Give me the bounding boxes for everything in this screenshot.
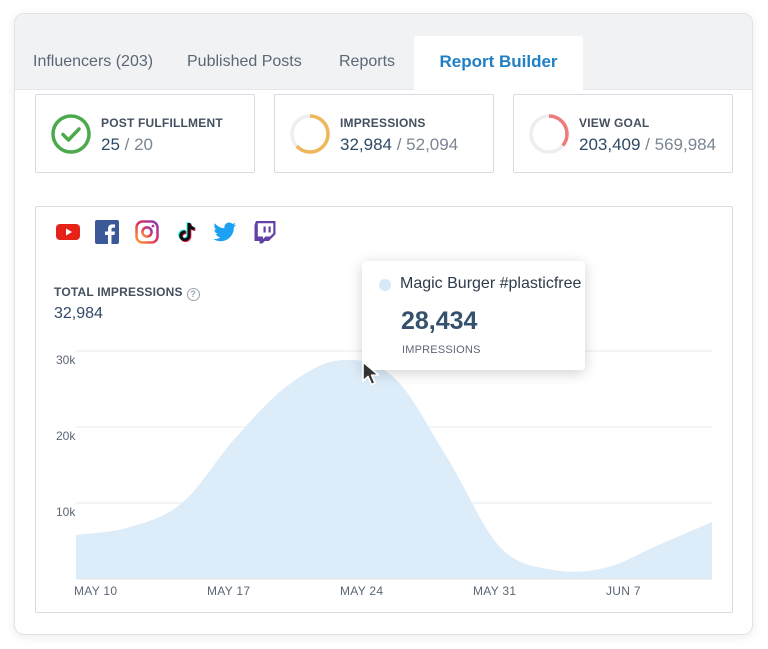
tooltip-value: 28,434 — [401, 307, 478, 335]
stat-value: 25 / 20 — [101, 135, 154, 154]
facebook-icon[interactable] — [95, 220, 119, 244]
tooltip-unit: IMPRESSIONS — [402, 344, 481, 356]
impressions-area-chart: 30k 20k 10k MAY 10 MAY 17 MAY 24 MAY 31 JUN 7 — [56, 350, 712, 598]
help-icon[interactable]: ? — [186, 288, 200, 301]
stat-view-goal: VIEW GOAL 203,409 / 569,984 — [513, 94, 733, 173]
progress-ring-icon — [529, 114, 569, 154]
stat-impressions: IMPRESSIONS 32,984 / 52,094 — [274, 94, 494, 173]
y-tick-label: 20k — [56, 429, 76, 443]
y-tick-label: 30k — [56, 353, 76, 367]
instagram-icon[interactable] — [135, 220, 159, 244]
x-tick-label: MAY 17 — [207, 584, 250, 598]
stat-label: POST FULFILLMENT — [101, 116, 223, 130]
y-tick-label: 10k — [56, 505, 76, 519]
tab-report-builder[interactable]: Report Builder — [414, 36, 583, 91]
tooltip-series-name: Magic Burger #plasticfree — [400, 275, 582, 292]
stat-value: 32,984 / 52,094 — [340, 135, 459, 154]
tiktok-icon[interactable] — [174, 220, 198, 244]
stat-value: 203,409 / 569,984 — [579, 135, 717, 154]
twitter-icon[interactable] — [213, 220, 237, 244]
mouse-cursor-icon — [362, 361, 380, 386]
check-circle-icon — [51, 114, 91, 154]
total-impressions-value: 32,984 — [54, 305, 103, 322]
tab-reports[interactable]: Reports — [339, 53, 396, 70]
stat-post-fulfillment: POST FULFILLMENT 25 / 20 — [35, 94, 255, 173]
tab-influencers[interactable]: Influencers (203) — [33, 53, 154, 70]
progress-ring-icon — [290, 114, 330, 154]
stat-label: IMPRESSIONS — [340, 116, 426, 130]
series-color-dot — [379, 279, 391, 291]
x-tick-label: JUN 7 — [606, 584, 641, 598]
youtube-icon[interactable] — [56, 220, 80, 244]
twitch-icon[interactable] — [253, 220, 277, 244]
x-tick-label: MAY 10 — [74, 584, 117, 598]
tab-published-posts[interactable]: Published Posts — [187, 53, 302, 70]
x-tick-label: MAY 24 — [340, 584, 383, 598]
stat-label: VIEW GOAL — [579, 116, 650, 130]
total-impressions-label: TOTAL IMPRESSIONS? — [54, 285, 200, 301]
chart-tooltip: Magic Burger #plasticfree 28,434 IMPRESS… — [362, 261, 585, 370]
tab-bar: Influencers (203) Published Posts Report… — [15, 14, 752, 91]
impressions-area — [76, 359, 712, 579]
x-tick-label: MAY 31 — [473, 584, 516, 598]
